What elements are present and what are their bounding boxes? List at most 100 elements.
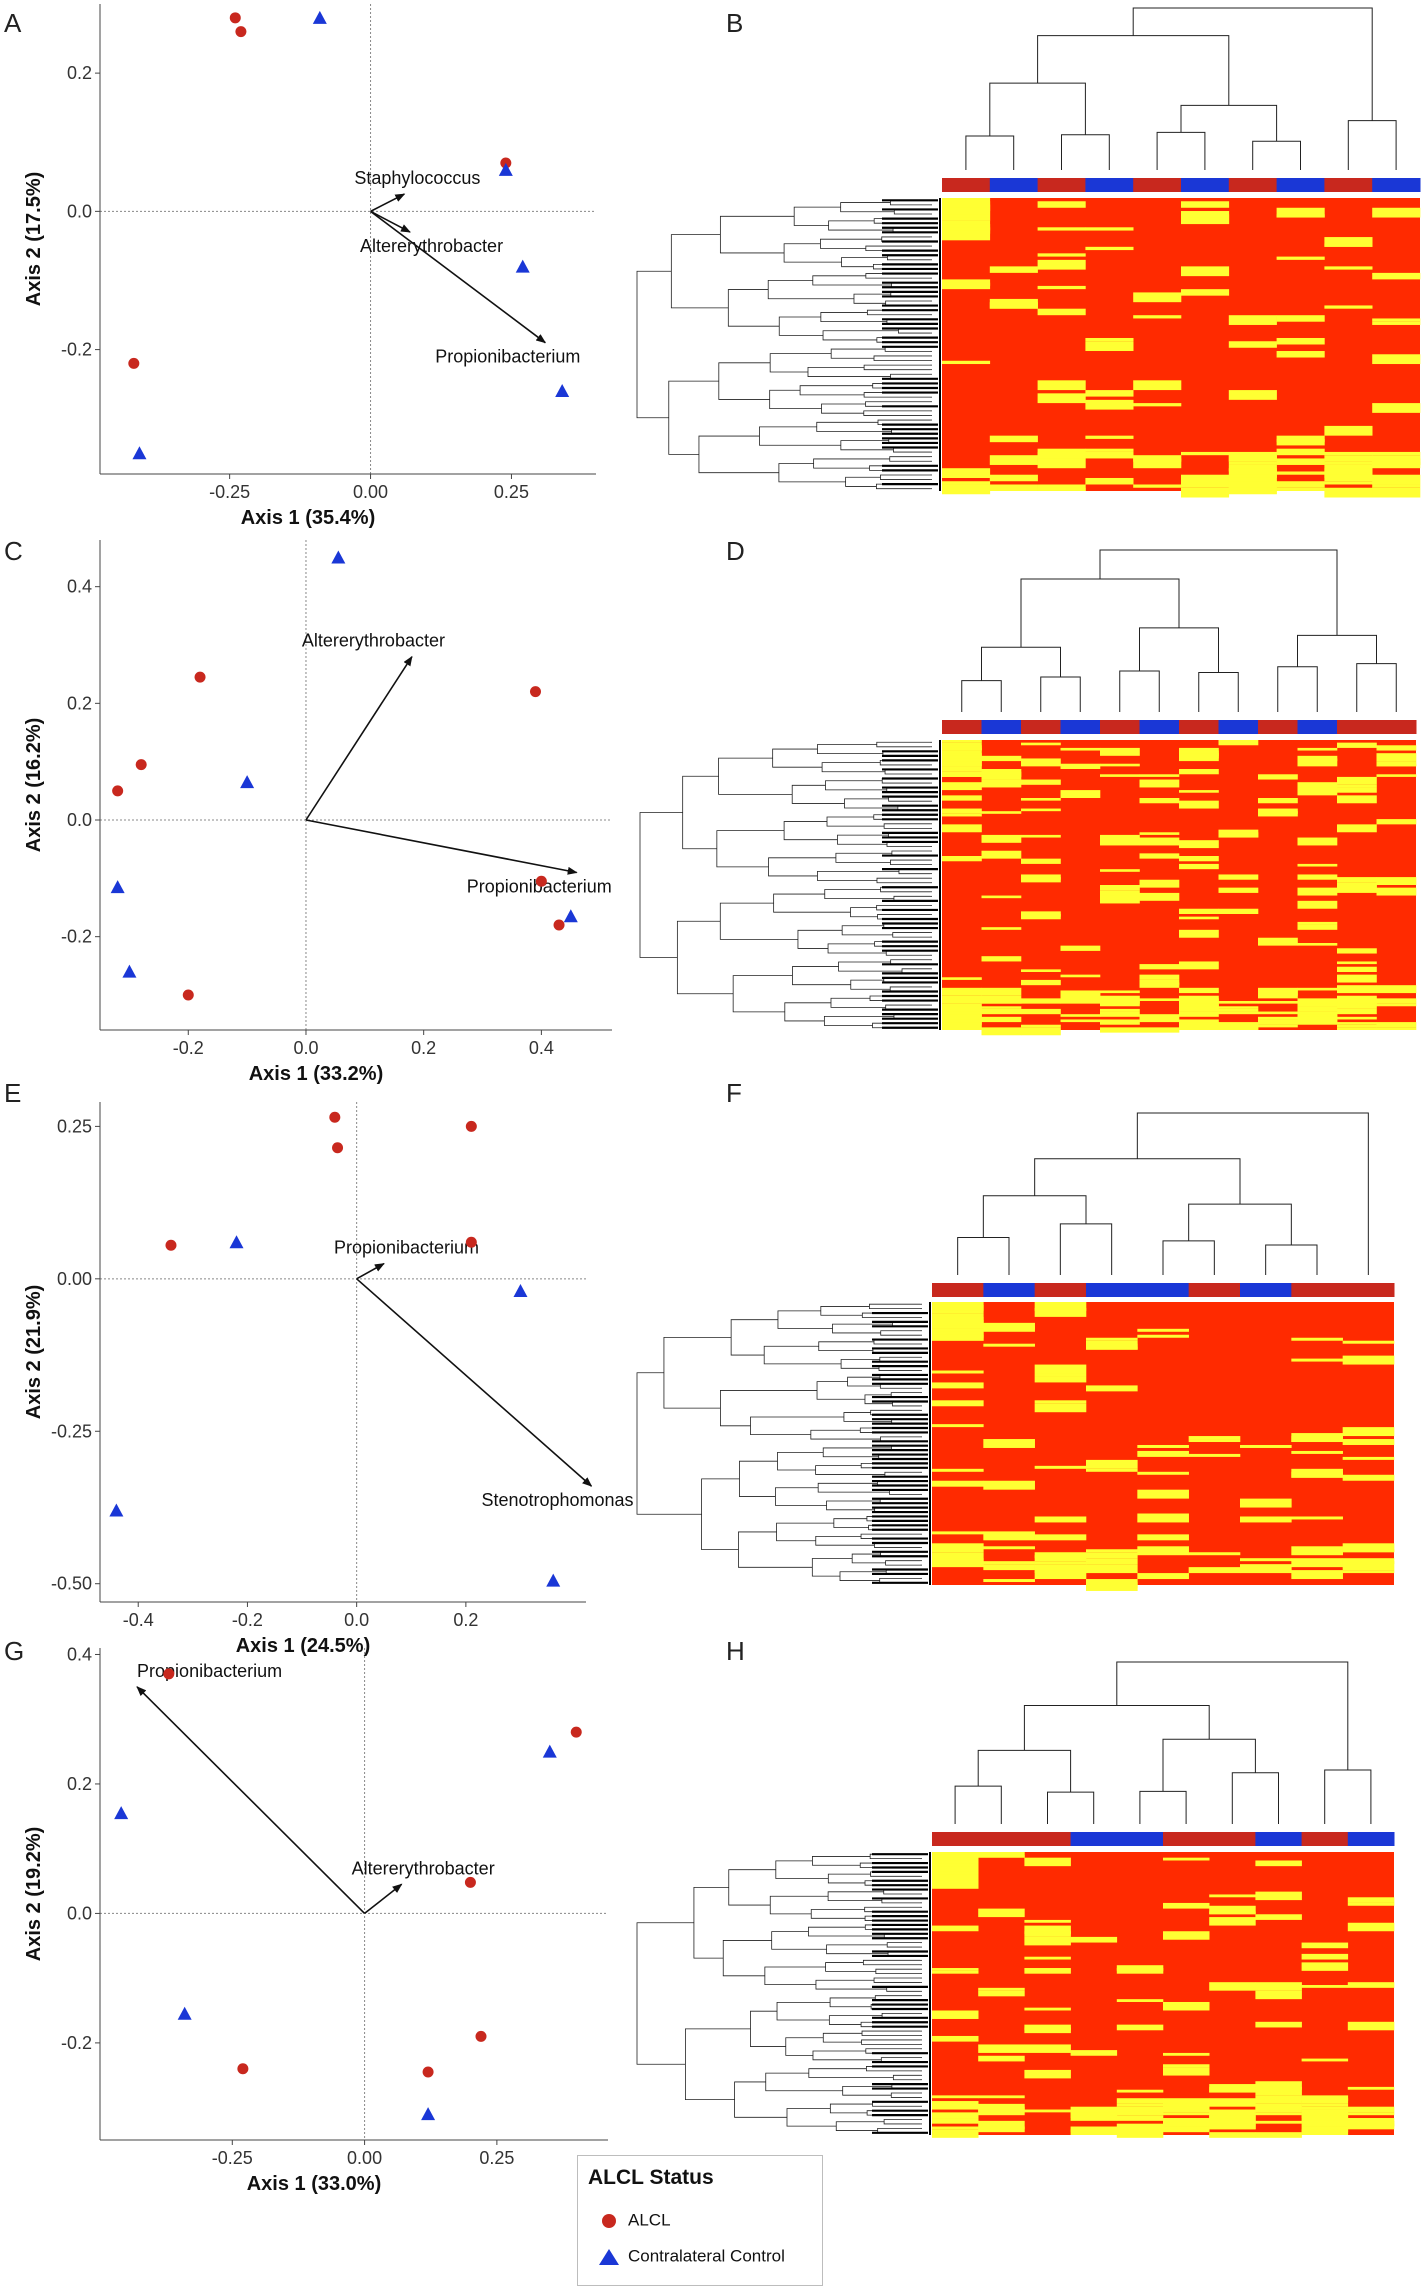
- heatmap-cell-high: [1209, 1917, 1256, 1926]
- heatmap-cell-high: [1034, 1400, 1087, 1404]
- heatmap-cell-high: [1337, 1027, 1377, 1030]
- panel-label-d: D: [726, 536, 745, 566]
- y-axis-title: Axis 2 (16.2%): [23, 718, 45, 853]
- heatmap-cell-high: [942, 747, 982, 751]
- heatmap-cell-high: [932, 1468, 984, 1472]
- dendrogram-branch: [989, 82, 1086, 136]
- heatmap-cell-high: [932, 2035, 979, 2042]
- heatmap-cell-high: [1337, 824, 1377, 833]
- alcl-point: [535, 875, 547, 887]
- heatmap-cell-high: [1240, 1564, 1292, 1574]
- heatmap-cell-high: [932, 1304, 984, 1308]
- heatmap-cell-high: [1021, 1024, 1061, 1028]
- heatmap-cell-high: [1342, 1543, 1395, 1553]
- control-point: [515, 259, 530, 273]
- dendrogram-branch: [1324, 1769, 1372, 1822]
- heatmap-cell-high: [942, 214, 991, 221]
- heatmap-cell-high: [1179, 1022, 1219, 1030]
- heatmap-cell-high: [1116, 2115, 1164, 2121]
- dendrogram-branch: [816, 1381, 865, 1400]
- heatmap-cell-high: [1297, 921, 1338, 925]
- heatmap-cell-high: [981, 998, 1022, 1004]
- control-point: [546, 1573, 561, 1587]
- dendrogram-branch: [738, 1531, 813, 1568]
- loading-vector-arrow: [305, 655, 413, 821]
- dendrogram-branch: [863, 364, 930, 371]
- heatmap-cell-high: [1188, 1453, 1241, 1457]
- heatmap-cell-high: [1070, 2126, 1118, 2133]
- heatmap-cell-high: [1086, 1549, 1138, 1553]
- heatmap-cell-high: [1133, 292, 1182, 303]
- heatmap-cell-high: [1021, 798, 1061, 801]
- heatmap-cell-high: [942, 987, 982, 996]
- heatmap-cell-high: [1034, 1376, 1087, 1383]
- heatmap-cell-high: [1034, 1555, 1087, 1562]
- heatmap-cell-high: [1179, 916, 1219, 920]
- alcl-point: [163, 1668, 175, 1680]
- dendrogram-branch: [822, 2032, 863, 2043]
- heatmap-cell-high: [1085, 435, 1134, 439]
- heatmap-cell-high: [1228, 315, 1277, 325]
- heatmap-cell-high: [932, 1543, 984, 1553]
- dendrogram-branch: [693, 1886, 729, 1959]
- dendrogram-branch: [811, 1558, 853, 1577]
- dendrogram-branch: [845, 476, 881, 487]
- heatmap-cell-high: [1276, 256, 1325, 260]
- heatmap-cell-high: [1218, 1008, 1259, 1012]
- control-point: [240, 775, 255, 789]
- vector-label: Propionibacterium: [334, 1238, 479, 1258]
- heatmap-cell-high: [1276, 458, 1325, 465]
- heatmap-cell-high: [1291, 1558, 1343, 1568]
- heatmap-cell-high: [942, 1014, 982, 1023]
- heatmap-cell-high: [1037, 308, 1086, 316]
- heatmap-cell-high: [932, 1424, 984, 1428]
- legend-item-control: Contralateral Control: [596, 2246, 785, 2267]
- dendrogram-branch: [734, 2081, 787, 2118]
- heatmap-cell-high: [1179, 998, 1219, 1007]
- column-group-cell: [1021, 720, 1061, 734]
- heatmap-cell-high: [1342, 1474, 1395, 1481]
- heatmap-cell-high: [1181, 201, 1230, 208]
- dendrogram-branch: [769, 389, 822, 409]
- heatmap-cell-high: [942, 977, 982, 980]
- heatmap-cell-high: [983, 1561, 1035, 1565]
- panel-label-f: F: [726, 1078, 742, 1108]
- heatmap-cell-high: [1100, 890, 1140, 896]
- x-tick-label: -0.2: [173, 1038, 204, 1058]
- dendrogram-branch: [853, 293, 891, 304]
- heatmap-cell-high: [1372, 318, 1421, 322]
- heatmap-cell-high: [1100, 869, 1140, 872]
- heatmap-cell-high: [932, 2112, 979, 2119]
- dendrogram-branch: [718, 757, 793, 795]
- heatmap-cell-high: [1372, 484, 1421, 488]
- dendrogram-branch: [778, 463, 846, 483]
- heatmap-cell-high: [1037, 380, 1086, 391]
- heatmap-cell-high: [1347, 2021, 1395, 2031]
- dendrogram-branch: [1156, 131, 1206, 168]
- heatmap-cell-high: [1034, 1561, 1087, 1565]
- dendrogram-branch: [851, 1553, 886, 1564]
- heatmap-cell-high: [1376, 753, 1417, 762]
- column-group-cell: [1258, 720, 1298, 734]
- heatmap-cell-high: [1255, 1914, 1302, 1920]
- y-axis-title: Axis 2 (19.2%): [23, 1827, 45, 1962]
- dendrogram-branch: [850, 979, 891, 990]
- control-point: [421, 2107, 436, 2121]
- control-point: [331, 550, 346, 564]
- heatmap-cell-high: [942, 808, 982, 814]
- dendrogram-branch: [750, 1416, 844, 1436]
- heatmap-cell-high: [1255, 1982, 1302, 1991]
- heatmap-cell-high: [981, 895, 1022, 899]
- heatmap-cell-high: [1179, 961, 1219, 970]
- heatmap-cell-high: [1021, 998, 1061, 1004]
- heatmap-cell-high: [989, 455, 1038, 465]
- heatmap-cell-high: [1209, 1982, 1256, 1991]
- dendrogram-branch: [883, 2119, 920, 2125]
- heatmap-cell-high: [1255, 2132, 1302, 2138]
- heatmap-cell-high: [1179, 840, 1219, 849]
- dendrogram-branch: [1180, 104, 1278, 142]
- heatmap-cell-high: [1100, 747, 1140, 756]
- heatmap-cell-high: [942, 766, 982, 769]
- heatmap-cell-high: [1163, 1931, 1210, 1940]
- heatmap-cell-high: [1037, 204, 1086, 208]
